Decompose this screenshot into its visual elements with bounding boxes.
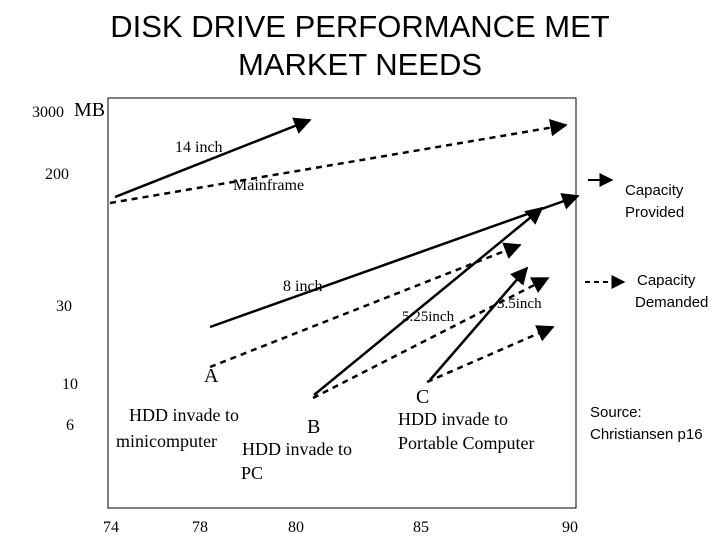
- annotation-b-text-2: PC: [241, 463, 263, 483]
- series-dashed-a-line: [209, 242, 522, 369]
- annotation-b-text-1: HDD invade to: [242, 439, 352, 459]
- annotation-a-text-2: minicomputer: [116, 431, 217, 451]
- series-label-5.25inch: 5.25inch: [402, 309, 455, 325]
- x-tick-74: 74: [103, 519, 119, 536]
- series-dashed-c-line: [426, 325, 555, 384]
- series-label-mainframe: Mainframe: [233, 177, 304, 194]
- x-tick-80: 80: [288, 519, 304, 536]
- series-14inch-line: [114, 117, 312, 199]
- y-tick-3000: 3000: [32, 104, 64, 121]
- series-label-14inch: 14 inch: [175, 139, 223, 156]
- series-8inch-line: [209, 193, 580, 329]
- annotation-a-text-1: HDD invade to: [129, 405, 239, 425]
- legend-provided-label-2: Provided: [625, 204, 684, 221]
- annotation-b-letter: B: [307, 416, 320, 438]
- x-tick-78: 78: [192, 519, 208, 536]
- annotation-c-text-1: HDD invade to: [398, 409, 508, 429]
- series-label-8inch: 8 inch: [283, 278, 323, 295]
- series-5.25inch-line: [313, 206, 544, 396]
- x-tick-90: 90: [562, 519, 578, 536]
- y-unit-label: MB: [74, 99, 105, 121]
- plot-area: [107, 97, 577, 509]
- series-mainframe-line: [109, 119, 568, 205]
- source-label-2: Christiansen p16: [590, 426, 703, 443]
- annotation-c-letter: C: [416, 386, 429, 408]
- annotation-a-letter: A: [204, 365, 219, 387]
- y-tick-200: 200: [45, 166, 69, 183]
- legend-demanded-label-1: Capacity: [637, 272, 696, 289]
- source-label-1: Source:: [590, 404, 642, 421]
- chart-title: DISK DRIVE PERFORMANCE MET MARKET NEEDS: [0, 8, 720, 84]
- annotation-c-text-2: Portable Computer: [398, 433, 534, 453]
- legend-provided-label-1: Capacity: [625, 182, 684, 199]
- series-3.5inch-line: [429, 266, 529, 381]
- y-tick-10: 10: [62, 376, 78, 393]
- series-label-3.5inch: 3.5inch: [497, 296, 542, 312]
- title-line-1: DISK DRIVE PERFORMANCE MET: [110, 9, 610, 44]
- y-tick-6: 6: [66, 417, 74, 434]
- x-tick-85: 85: [413, 519, 429, 536]
- legend-demanded-label-2: Demanded: [635, 294, 708, 311]
- y-tick-30: 30: [56, 298, 72, 315]
- title-line-2: MARKET NEEDS: [237, 47, 483, 82]
